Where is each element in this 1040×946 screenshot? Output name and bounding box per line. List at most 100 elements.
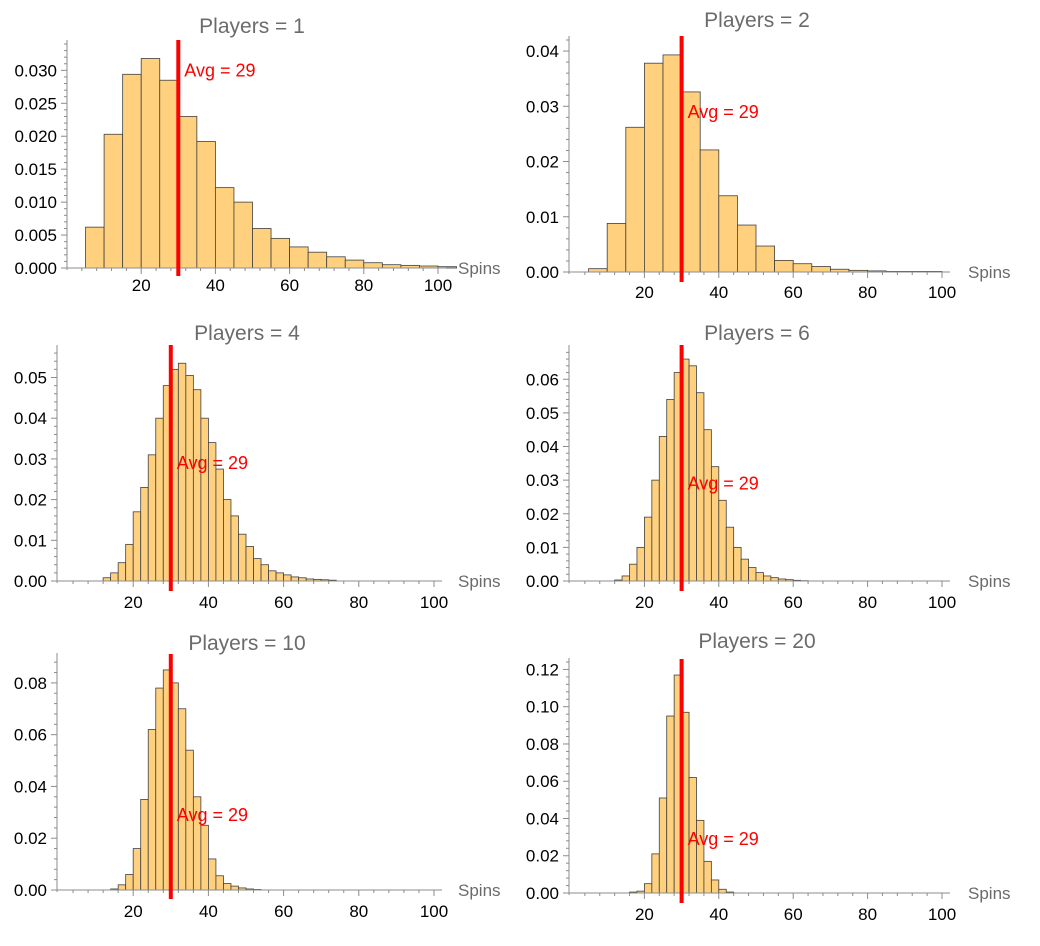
histogram-bar [811, 266, 831, 273]
x-tick-label: 100 [928, 283, 956, 302]
y-tick-label: 0.025 [14, 94, 57, 113]
y-tick-label: 0.06 [526, 772, 559, 791]
histogram-bar [718, 195, 738, 273]
histogram-bar [192, 389, 202, 582]
histogram-panel-players-2: 0.00 0.01 0.02 0.03 0.04 20 40 60 80 100 Spins Avg … [526, 36, 1011, 302]
histogram-bar [245, 546, 254, 582]
histogram-bar [737, 224, 757, 273]
histogram-bar [290, 576, 300, 582]
y-tick-label: 0.05 [526, 404, 559, 423]
histogram-bar [763, 575, 772, 582]
x-tick-label: 40 [199, 902, 218, 921]
y-tick-label: 0.015 [14, 160, 57, 179]
histogram-bar [117, 562, 127, 582]
histogram-bar [233, 201, 253, 269]
y-tick-label: 0.08 [14, 674, 47, 693]
histogram-bar [307, 251, 328, 269]
histogram-bar [132, 848, 142, 891]
y-tick-label: 0.02 [526, 847, 559, 866]
panel-title-1: Players = 1 [199, 15, 305, 38]
histogram-bar [125, 874, 134, 891]
histogram-bar [283, 574, 292, 582]
histogram-bar [159, 79, 179, 269]
y-tick-label: 0.02 [526, 153, 559, 172]
x-tick-label: 80 [349, 902, 368, 921]
histogram-bar [755, 572, 764, 582]
histogram-panel-players-10: 0.00 0.02 0.04 0.06 0.08 20 40 60 80 100 Spins Avg … [14, 653, 501, 921]
histogram-bar [289, 246, 309, 269]
histogram-bar [147, 454, 157, 582]
x-tick-label: 80 [349, 593, 368, 612]
y-tick-label: 0.05 [14, 368, 47, 387]
x-tick-label: 60 [784, 905, 803, 924]
x-axis-label: Spins [458, 572, 501, 591]
panel-title-3: Players = 4 [194, 322, 300, 345]
histogram-bar [740, 558, 749, 582]
x-axis-label: Spins [968, 884, 1011, 903]
histogram-bar [230, 515, 239, 582]
x-tick-label: 100 [928, 905, 956, 924]
histogram-bar [710, 879, 720, 894]
histogram-bar [644, 516, 653, 582]
y-tick-label: 0.04 [526, 438, 559, 457]
histogram-bar [748, 567, 757, 582]
y-tick-label: 0.01 [526, 538, 559, 557]
histogram-bar [629, 563, 638, 582]
histogram-bar [268, 570, 277, 582]
histogram-bar [326, 256, 346, 269]
histogram-bar [223, 883, 232, 891]
y-tick-label: 0.12 [526, 660, 559, 679]
histogram-bar [770, 577, 779, 582]
histogram-bar [215, 468, 224, 582]
histogram-bar [207, 858, 217, 891]
histogram-bar [625, 126, 645, 273]
histogram-bar [651, 853, 660, 894]
x-tick-label: 20 [635, 593, 654, 612]
histogram-bar [666, 715, 675, 894]
histogram-bar [253, 558, 262, 582]
y-tick-label: 0.04 [526, 42, 559, 61]
x-tick-label: 20 [132, 276, 151, 295]
histogram-bar [699, 149, 720, 273]
histogram-bar [110, 572, 119, 582]
histogram-bar [651, 479, 660, 582]
y-tick-label: 0.03 [526, 471, 559, 490]
histogram-bar [140, 486, 149, 582]
histogram-bar [177, 708, 187, 891]
y-tick-label: 0.00 [14, 572, 47, 591]
x-tick-label: 20 [124, 593, 143, 612]
y-tick-label: 0.000 [14, 259, 57, 278]
average-label: Avg = 29 [688, 829, 759, 849]
histogram-bar [132, 511, 142, 582]
histogram-bar [437, 266, 457, 269]
x-axis-label: Spins [458, 881, 501, 900]
histogram-bar [230, 885, 239, 891]
histogram-bar [718, 499, 727, 582]
histogram-bar [703, 860, 712, 894]
histogram-bar [666, 399, 675, 582]
histogram-bar [733, 546, 742, 582]
histogram-bar [85, 226, 105, 269]
histogram-bar [140, 58, 161, 269]
y-tick-label: 0.030 [14, 61, 57, 80]
x-tick-label: 20 [635, 905, 654, 924]
panel-title-6: Players = 20 [698, 630, 815, 653]
average-label: Avg = 29 [177, 453, 248, 473]
average-label: Avg = 29 [688, 473, 759, 493]
histogram-bar [200, 417, 209, 582]
x-tick-label: 80 [858, 283, 877, 302]
histogram-bar [196, 141, 216, 269]
histogram-bar [662, 54, 683, 273]
x-tick-label: 100 [424, 276, 452, 295]
x-tick-label: 20 [124, 902, 143, 921]
histogram-bar [223, 499, 232, 582]
y-tick-label: 0.06 [14, 726, 47, 745]
histogram-bar [270, 237, 290, 269]
y-tick-label: 0.00 [526, 572, 559, 591]
x-tick-label: 40 [709, 593, 728, 612]
histogram-bar [215, 875, 224, 891]
y-tick-label: 0.02 [526, 505, 559, 524]
histogram-bar [725, 526, 735, 582]
histogram-bar [140, 798, 149, 891]
x-tick-label: 80 [858, 593, 877, 612]
